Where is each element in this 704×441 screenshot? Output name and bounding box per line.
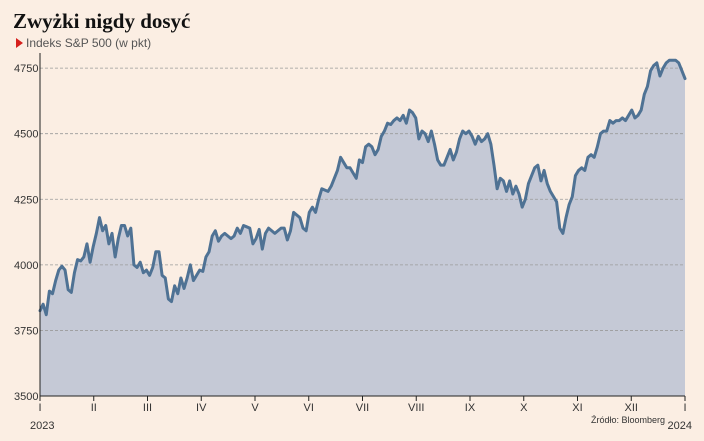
x-tick-label: XI — [572, 402, 582, 414]
x-tick-label: II — [91, 402, 97, 414]
x-tick-label: III — [143, 402, 152, 414]
red-triangle-icon — [16, 38, 23, 48]
y-tick-label: 4500 — [14, 129, 38, 141]
chart-title: Zwyżki nigdy dosyć — [13, 9, 191, 33]
x-tick-label: IV — [196, 402, 207, 414]
y-tick-label: 4750 — [14, 63, 38, 75]
x-tick-label: IX — [465, 402, 476, 414]
y-tick-label: 3500 — [14, 391, 38, 403]
x-tick-label: V — [251, 402, 259, 414]
x-tick-label: VIII — [408, 402, 425, 414]
y-tick-label: 4250 — [14, 194, 38, 206]
x-tick-label: VI — [304, 402, 314, 414]
y-tick-label: 4000 — [14, 260, 38, 272]
x-tick-label: X — [520, 402, 528, 414]
series-line — [38, 58, 687, 317]
x-tick-label: I — [38, 402, 41, 414]
year-label-start: 2023 — [30, 420, 54, 432]
subtitle-text: Indeks S&P 500 (w pkt) — [26, 36, 152, 50]
source-label: Źródło: Bloomberg — [591, 415, 665, 425]
year-label-end: 2024 — [668, 420, 692, 432]
x-tick-label: XII — [625, 402, 638, 414]
x-tick-label: I — [683, 402, 686, 414]
chart-subtitle: Indeks S&P 500 (w pkt) — [16, 36, 151, 50]
x-tick-label: VII — [356, 402, 369, 414]
area-fill — [40, 60, 685, 396]
y-tick-label: 3750 — [14, 325, 38, 337]
